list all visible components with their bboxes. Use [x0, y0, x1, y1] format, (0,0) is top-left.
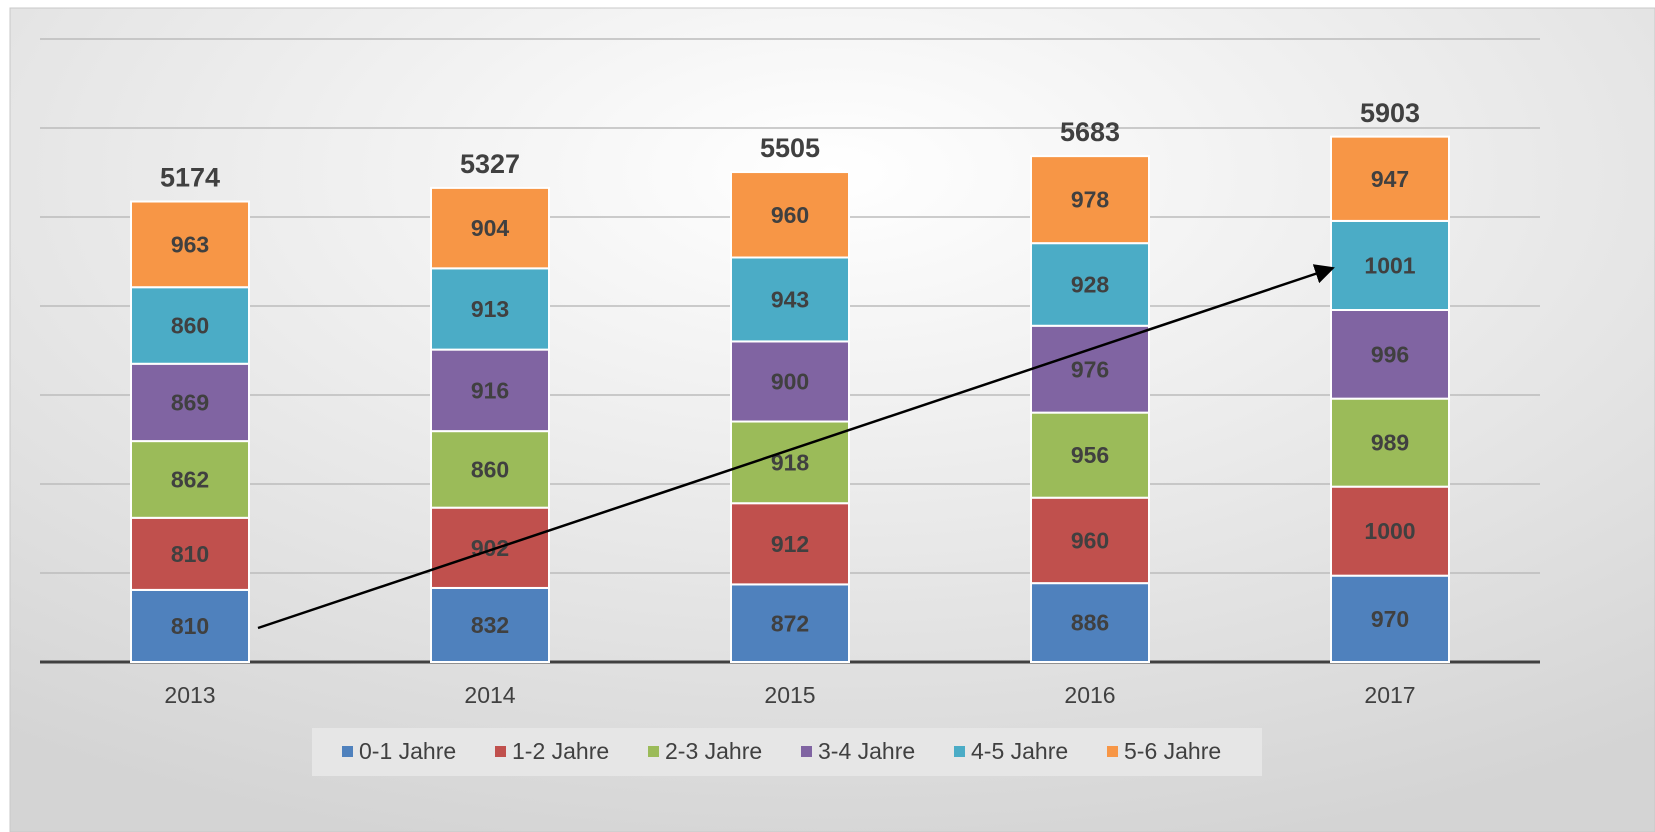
- legend-swatch: [342, 746, 353, 757]
- data-label: 862: [171, 467, 209, 493]
- data-label: 913: [471, 296, 509, 322]
- bar-segment: [1330, 397, 1450, 488]
- data-label: 860: [171, 313, 209, 339]
- legend-swatch: [648, 746, 659, 757]
- bar-segment: [1030, 496, 1150, 585]
- bar-segment: [430, 506, 550, 589]
- total-label: 5903: [1360, 98, 1420, 128]
- legend-label: 0-1 Jahre: [359, 738, 456, 764]
- data-label: 916: [471, 377, 509, 403]
- bar-segment: [1030, 411, 1150, 499]
- legend-swatch: [801, 746, 812, 757]
- data-label: 996: [1371, 341, 1409, 367]
- legend-box: [312, 728, 1262, 776]
- data-label: 900: [771, 369, 809, 395]
- bar-segment: [1330, 574, 1450, 663]
- bar-segment: [730, 340, 850, 423]
- x-tick-label: 2015: [764, 682, 815, 708]
- bar-segment: [730, 583, 850, 664]
- data-label: 832: [471, 612, 509, 638]
- data-label: 928: [1071, 272, 1110, 298]
- total-label: 5174: [160, 163, 220, 193]
- data-label: 956: [1071, 442, 1109, 468]
- bar-segment: [130, 440, 250, 519]
- x-tick-label: 2014: [464, 682, 515, 708]
- bar-segment: [1030, 155, 1150, 245]
- bar-segment: [130, 200, 250, 289]
- bar-segment: [730, 502, 850, 586]
- x-tick-label: 2017: [1364, 682, 1415, 708]
- data-label: 1000: [1364, 518, 1415, 544]
- data-label: 902: [471, 535, 509, 561]
- data-label: 860: [471, 456, 509, 482]
- data-label: 989: [1371, 430, 1409, 456]
- data-label: 912: [771, 531, 809, 557]
- total-label: 5683: [1060, 117, 1120, 147]
- bar-segment: [1330, 485, 1450, 577]
- legend-swatch: [1107, 746, 1118, 757]
- data-label: 904: [471, 215, 510, 241]
- legend-swatch: [954, 746, 965, 757]
- legend-swatch: [495, 746, 506, 757]
- bar-segment: [430, 430, 550, 509]
- bar-segment: [430, 267, 550, 351]
- data-label: 886: [1071, 610, 1109, 636]
- data-label: 943: [771, 287, 809, 313]
- bar-segment: [730, 256, 850, 343]
- data-label: 869: [171, 390, 209, 416]
- legend-label: 3-4 Jahre: [818, 738, 915, 764]
- legend-label: 1-2 Jahre: [512, 738, 609, 764]
- data-label: 976: [1071, 356, 1109, 382]
- trend-arrow: [257, 264, 1335, 630]
- legend-label: 2-3 Jahre: [665, 738, 762, 764]
- data-label: 947: [1371, 166, 1409, 192]
- legend-label: 5-6 Jahre: [1124, 738, 1221, 764]
- bar-segment: [1030, 242, 1150, 327]
- bar-segment: [130, 588, 250, 663]
- total-label: 5505: [760, 133, 820, 163]
- data-label: 810: [171, 613, 209, 639]
- data-label: 960: [771, 202, 809, 228]
- data-label: 963: [171, 231, 209, 257]
- data-label: 970: [1371, 606, 1409, 632]
- x-tick-label: 2013: [164, 682, 215, 708]
- bar-segment: [130, 362, 250, 443]
- total-label: 5327: [460, 149, 520, 179]
- data-label: 872: [771, 610, 809, 636]
- x-tick-label: 2016: [1064, 682, 1115, 708]
- data-label: 810: [171, 541, 209, 567]
- bar-segment: [1030, 582, 1150, 663]
- data-label: 960: [1071, 528, 1109, 554]
- bar-segment: [1330, 135, 1450, 222]
- data-label: 978: [1071, 187, 1110, 213]
- bar-segment: [430, 186, 550, 270]
- bar-segment: [730, 171, 850, 259]
- data-label: 1001: [1364, 253, 1415, 279]
- bar-segment: [130, 286, 250, 365]
- legend-label: 4-5 Jahre: [971, 738, 1068, 764]
